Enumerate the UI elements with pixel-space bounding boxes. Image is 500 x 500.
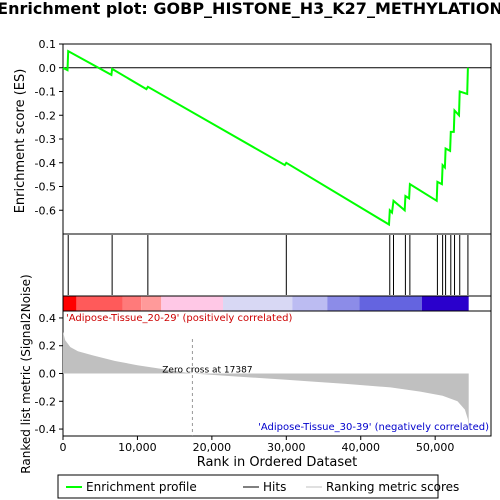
es-y-axis: 0.1 0.0 -0.1 -0.2 -0.3 -0.4 -0.5 -0.6 (35, 38, 63, 217)
es-y-tick-label: -0.2 (35, 109, 56, 122)
heatmap-segment (122, 296, 142, 311)
heatmap-segment (359, 296, 422, 311)
es-plot-frame (62, 43, 492, 235)
legend-label: Enrichment profile (86, 480, 197, 494)
x-tick-label: 10,000 (118, 441, 157, 454)
x-tick-label: 50,000 (416, 441, 455, 454)
x-tick-label: 0 (60, 441, 67, 454)
es-y-tick-label: 0.1 (39, 38, 57, 51)
es-panel: 0.1 0.0 -0.1 -0.2 -0.3 -0.4 -0.5 -0.6 Enrichmen… (13, 38, 492, 235)
hit-marks (67, 235, 469, 295)
ranking-metric-area (63, 331, 469, 432)
heatmap-segment (76, 296, 123, 311)
es-y-tick-label: -0.1 (35, 86, 56, 99)
metric-y-tick-label: 0.0 (39, 368, 57, 381)
es-y-tick-label: -0.6 (35, 204, 56, 217)
hits-panel (62, 233, 492, 297)
metric-y-tick-label: 0.4 (39, 312, 57, 325)
es-y-tick-label: -0.4 (35, 157, 56, 170)
heatmap-segment (421, 296, 469, 311)
chart-title: Enrichment plot: GOBP_HISTONE_H3_K27_MET… (0, 0, 500, 18)
negative-correlation-label: 'Adipose-Tissue_30-39' (negatively corre… (258, 422, 489, 433)
zero-cross-label: Zero cross at 17387 (162, 366, 252, 376)
metric-y-axis-label: Ranked list metric (Signal2Noise) (19, 274, 33, 473)
x-tick-label: 30,000 (267, 441, 306, 454)
metric-panel: Zero cross at 17387 'Adipose-Tissue_20-2… (19, 274, 492, 474)
legend-label: Hits (263, 480, 286, 494)
x-tick-label: 40,000 (341, 441, 380, 454)
es-y-tick-label: -0.3 (35, 133, 56, 146)
es-y-tick-label: -0.5 (35, 181, 56, 194)
metric-y-tick-label: -0.2 (35, 395, 56, 408)
heatmap-segment (141, 296, 162, 311)
heatmap-segment (223, 296, 293, 311)
hits-frame (62, 233, 492, 297)
legend-label: Ranking metric scores (326, 480, 459, 494)
x-axis: 0 10,000 20,000 30,000 40,000 50,000 (60, 436, 455, 454)
metric-y-axis: 0.4 0.2 0.0 -0.2 -0.4 (35, 312, 63, 436)
x-tick-label: 20,000 (193, 441, 232, 454)
heatmap-segment (63, 296, 77, 311)
x-axis-label: Rank in Ordered Dataset (197, 455, 358, 470)
positive-correlation-label: 'Adipose-Tissue_20-29' (positively corre… (66, 313, 292, 324)
metric-y-tick-label: -0.4 (35, 423, 56, 436)
legend: Enrichment profile Hits Ranking metric sco… (57, 474, 459, 499)
heatmap-segment (161, 296, 224, 311)
enrichment-profile-line (62, 49, 469, 227)
heatmap-segment (327, 296, 360, 311)
metric-y-tick-label: 0.2 (39, 340, 57, 353)
heatmap-segment (292, 296, 328, 311)
ranked-heatmap (62, 295, 492, 312)
es-y-tick-label: 0.0 (39, 62, 57, 75)
es-y-axis-label: Enrichment score (ES) (13, 69, 28, 214)
